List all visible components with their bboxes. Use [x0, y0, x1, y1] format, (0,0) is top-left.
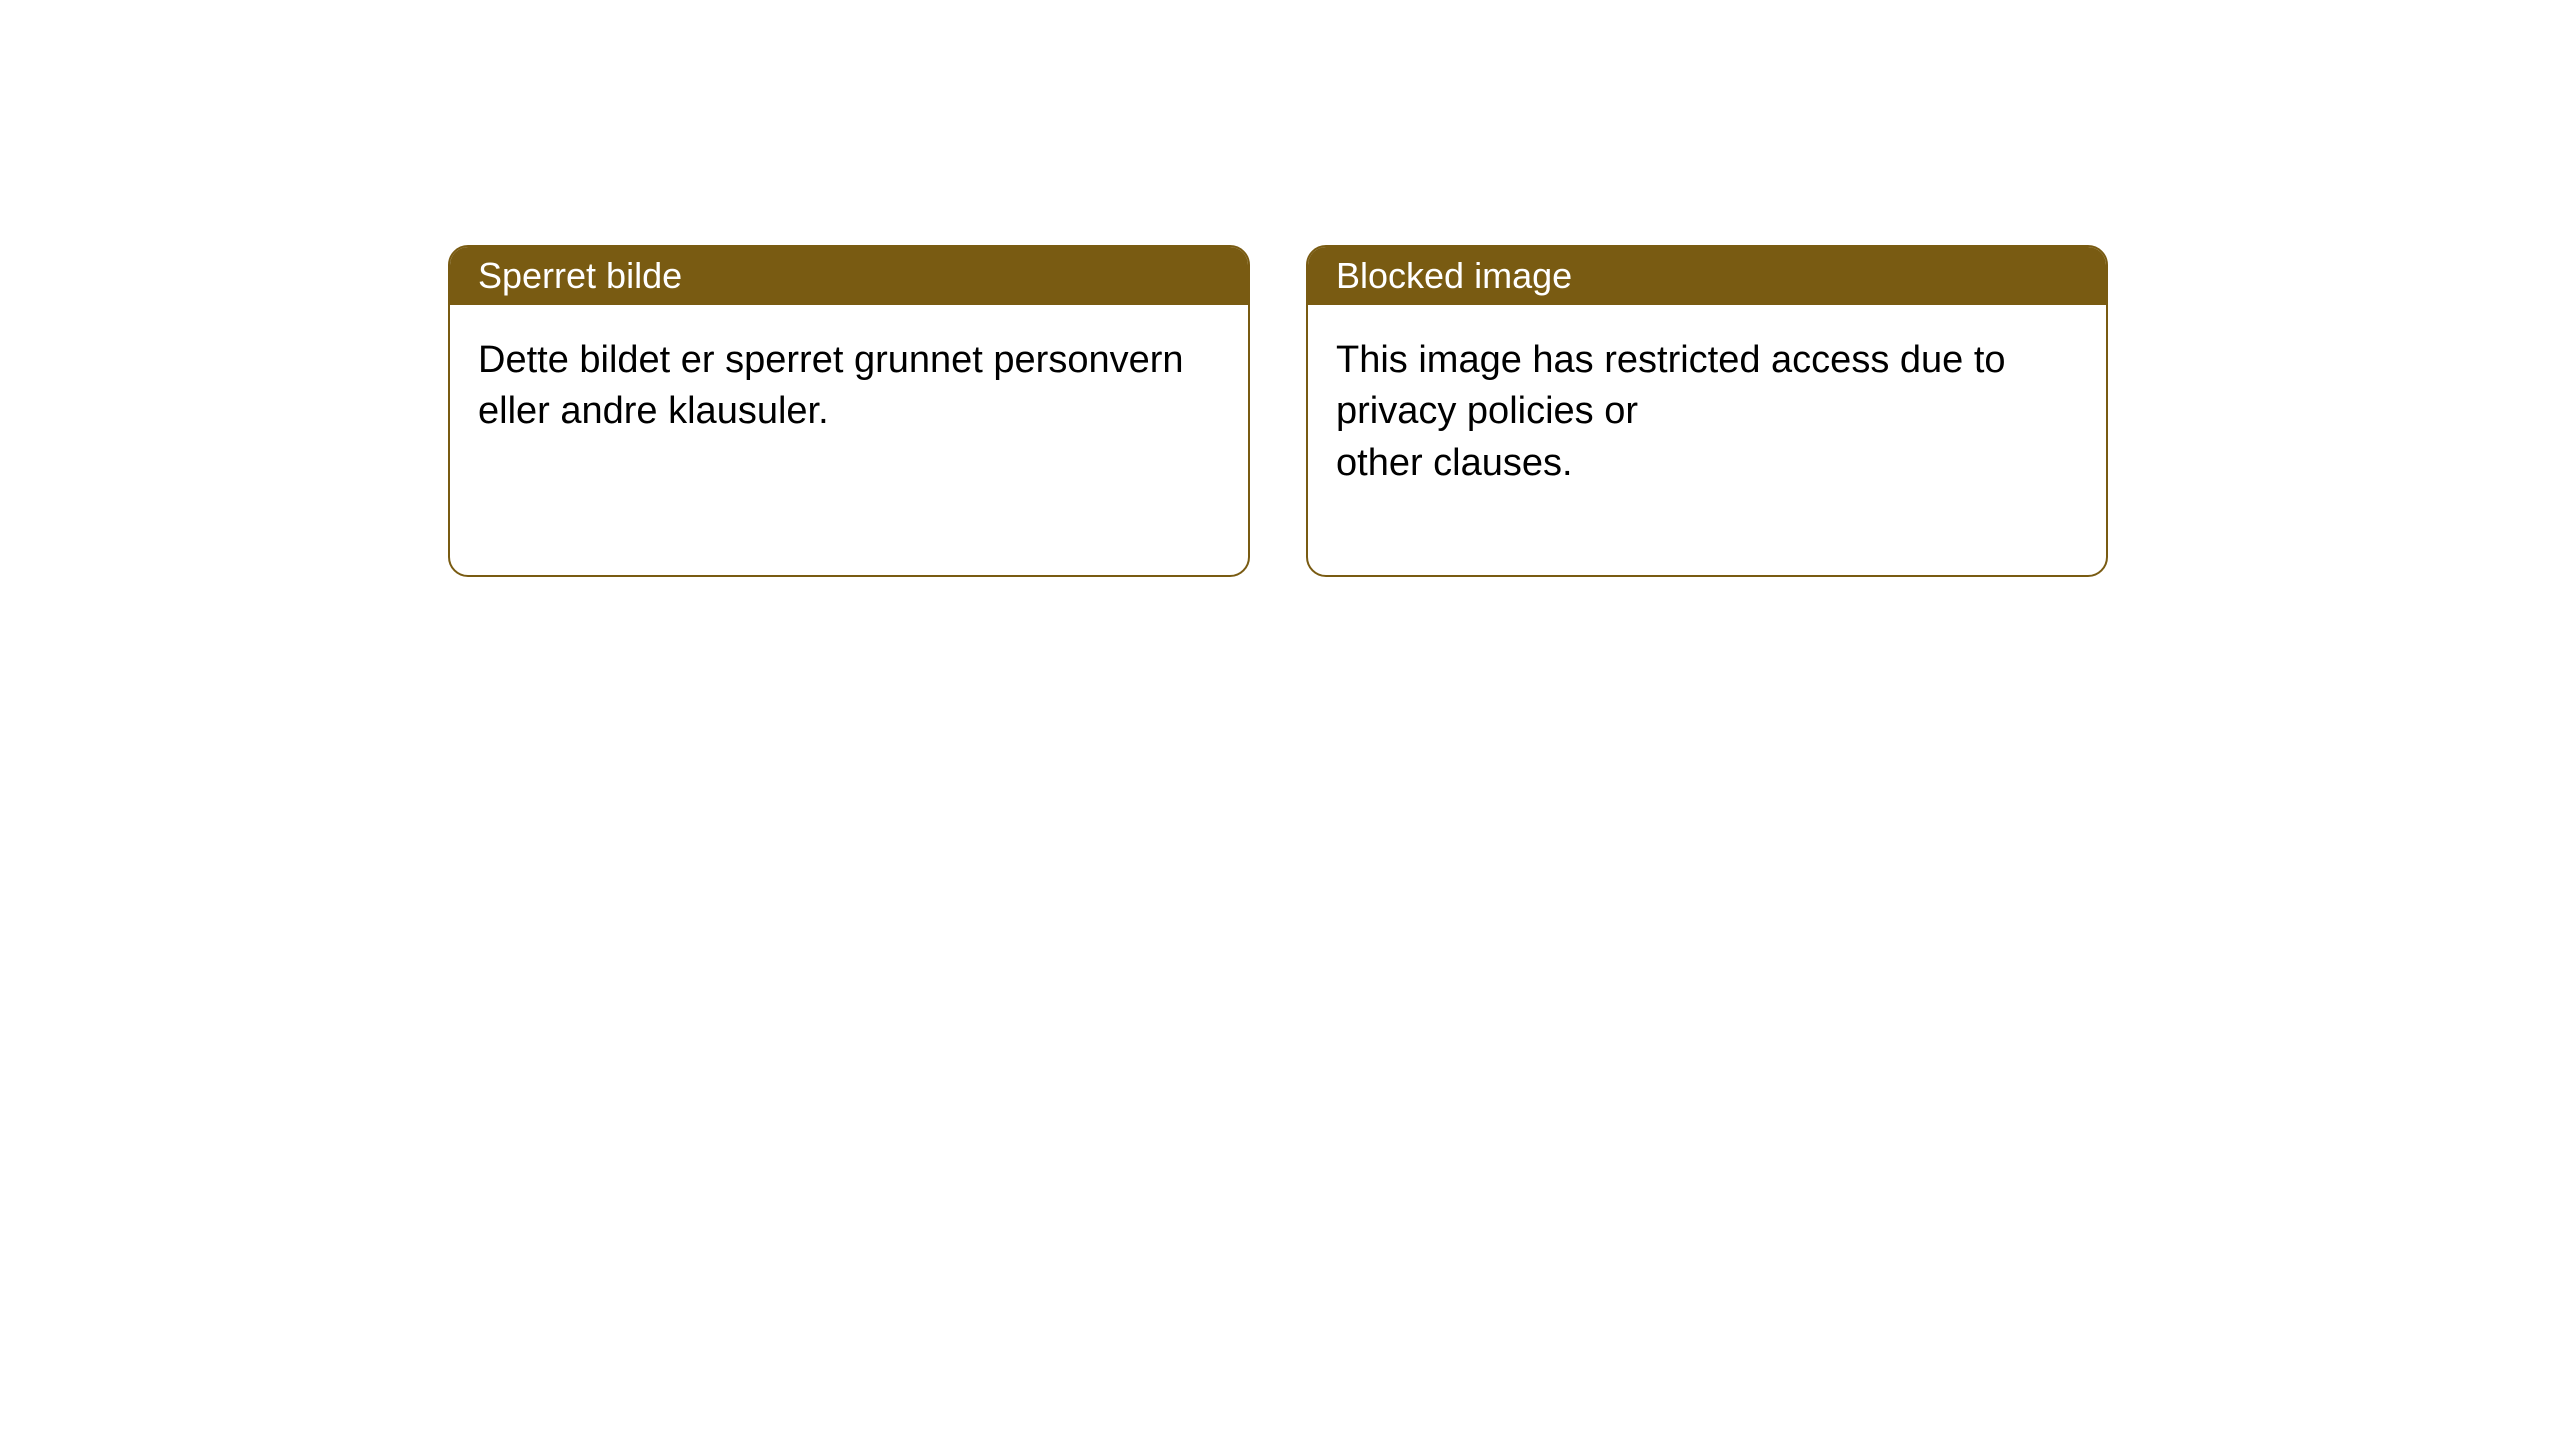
notice-card-english: Blocked image This image has restricted … — [1306, 245, 2108, 577]
notice-body-norwegian: Dette bildet er sperret grunnet personve… — [450, 305, 1248, 575]
notice-container: Sperret bilde Dette bildet er sperret gr… — [448, 245, 2108, 577]
notice-body-english: This image has restricted access due to … — [1308, 305, 2106, 575]
notice-card-norwegian: Sperret bilde Dette bildet er sperret gr… — [448, 245, 1250, 577]
notice-header-norwegian: Sperret bilde — [450, 247, 1248, 305]
notice-header-english: Blocked image — [1308, 247, 2106, 305]
